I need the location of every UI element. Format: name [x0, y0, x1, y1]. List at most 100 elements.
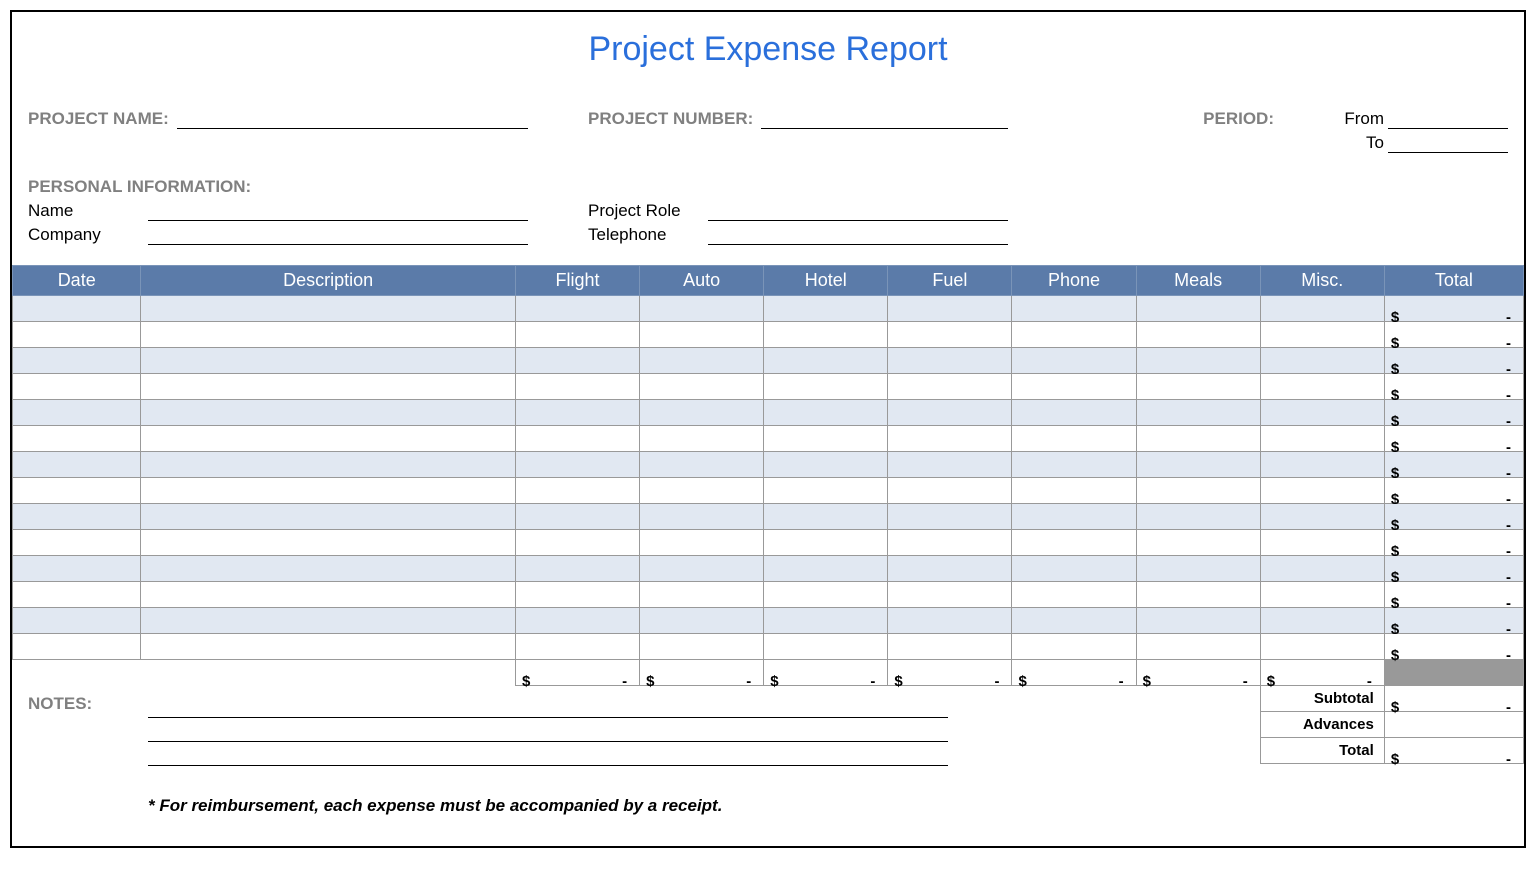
table-cell[interactable] — [1012, 322, 1136, 348]
table-cell[interactable] — [13, 296, 141, 322]
table-cell[interactable] — [640, 374, 764, 400]
table-cell[interactable] — [141, 374, 516, 400]
table-cell[interactable] — [888, 322, 1012, 348]
table-cell[interactable] — [1260, 426, 1384, 452]
table-cell[interactable] — [13, 634, 141, 660]
telephone-input[interactable] — [708, 225, 1008, 245]
table-cell[interactable] — [13, 400, 141, 426]
table-cell[interactable] — [1136, 374, 1260, 400]
table-cell[interactable] — [1260, 634, 1384, 660]
table-cell[interactable] — [1260, 400, 1384, 426]
table-cell[interactable] — [888, 296, 1012, 322]
table-cell[interactable] — [1012, 556, 1136, 582]
table-cell[interactable] — [764, 634, 888, 660]
table-cell[interactable] — [640, 608, 764, 634]
table-cell[interactable] — [1260, 348, 1384, 374]
project-number-input[interactable] — [761, 109, 1008, 129]
table-cell[interactable] — [1260, 504, 1384, 530]
table-cell[interactable] — [515, 582, 639, 608]
table-cell[interactable] — [640, 530, 764, 556]
table-cell[interactable] — [888, 582, 1012, 608]
table-cell[interactable] — [888, 478, 1012, 504]
table-cell[interactable] — [1136, 504, 1260, 530]
table-cell[interactable] — [515, 296, 639, 322]
table-cell[interactable] — [640, 452, 764, 478]
table-cell[interactable] — [640, 504, 764, 530]
table-cell[interactable] — [13, 426, 141, 452]
table-cell[interactable] — [764, 608, 888, 634]
table-cell[interactable] — [640, 582, 764, 608]
table-cell[interactable] — [640, 348, 764, 374]
table-cell[interactable] — [13, 348, 141, 374]
table-cell[interactable] — [1260, 530, 1384, 556]
table-cell[interactable] — [764, 582, 888, 608]
table-cell[interactable] — [141, 296, 516, 322]
table-cell[interactable] — [640, 426, 764, 452]
table-cell[interactable] — [13, 582, 141, 608]
table-cell[interactable] — [764, 530, 888, 556]
table-cell[interactable] — [13, 452, 141, 478]
table-cell[interactable] — [1136, 530, 1260, 556]
table-cell[interactable] — [764, 452, 888, 478]
table-cell[interactable] — [515, 322, 639, 348]
table-cell[interactable] — [1012, 426, 1136, 452]
table-cell[interactable] — [764, 296, 888, 322]
table-cell[interactable] — [141, 530, 516, 556]
table-cell[interactable] — [141, 608, 516, 634]
table-cell[interactable] — [1260, 478, 1384, 504]
table-cell[interactable] — [888, 634, 1012, 660]
table-cell[interactable] — [1012, 296, 1136, 322]
table-cell[interactable] — [1260, 296, 1384, 322]
table-cell[interactable] — [515, 374, 639, 400]
table-cell[interactable] — [141, 582, 516, 608]
table-cell[interactable] — [888, 608, 1012, 634]
table-cell[interactable] — [764, 348, 888, 374]
table-cell[interactable] — [764, 504, 888, 530]
table-cell[interactable] — [1260, 452, 1384, 478]
table-cell[interactable] — [1136, 608, 1260, 634]
table-cell[interactable] — [640, 400, 764, 426]
table-cell[interactable] — [13, 322, 141, 348]
table-cell[interactable] — [1012, 452, 1136, 478]
table-cell[interactable] — [13, 556, 141, 582]
table-cell[interactable] — [515, 530, 639, 556]
table-cell[interactable] — [1136, 400, 1260, 426]
table-cell[interactable] — [1260, 374, 1384, 400]
table-cell[interactable] — [640, 556, 764, 582]
table-cell[interactable] — [1136, 426, 1260, 452]
table-cell[interactable] — [640, 322, 764, 348]
name-input[interactable] — [148, 201, 528, 221]
table-cell[interactable] — [888, 452, 1012, 478]
table-cell[interactable] — [13, 478, 141, 504]
table-cell[interactable] — [888, 530, 1012, 556]
table-cell[interactable] — [640, 634, 764, 660]
notes-line[interactable] — [148, 718, 948, 742]
table-cell[interactable] — [888, 556, 1012, 582]
table-cell[interactable] — [1260, 322, 1384, 348]
table-cell[interactable] — [1012, 348, 1136, 374]
table-cell[interactable] — [1136, 452, 1260, 478]
table-cell[interactable] — [515, 452, 639, 478]
table-cell[interactable] — [13, 608, 141, 634]
table-cell[interactable] — [141, 634, 516, 660]
table-cell[interactable] — [1012, 530, 1136, 556]
table-cell[interactable] — [764, 374, 888, 400]
table-cell[interactable] — [515, 634, 639, 660]
table-cell[interactable] — [141, 556, 516, 582]
table-cell[interactable] — [141, 322, 516, 348]
table-cell[interactable] — [1260, 556, 1384, 582]
table-cell[interactable] — [515, 348, 639, 374]
company-input[interactable] — [148, 225, 528, 245]
table-cell[interactable] — [1136, 478, 1260, 504]
table-cell[interactable] — [888, 348, 1012, 374]
table-cell[interactable] — [640, 478, 764, 504]
table-cell[interactable] — [888, 374, 1012, 400]
table-cell[interactable] — [764, 556, 888, 582]
project-role-input[interactable] — [708, 201, 1008, 221]
table-cell[interactable] — [764, 426, 888, 452]
table-cell[interactable] — [1260, 582, 1384, 608]
table-cell[interactable] — [1136, 296, 1260, 322]
table-cell[interactable] — [515, 556, 639, 582]
table-cell[interactable] — [515, 608, 639, 634]
table-cell[interactable] — [888, 504, 1012, 530]
